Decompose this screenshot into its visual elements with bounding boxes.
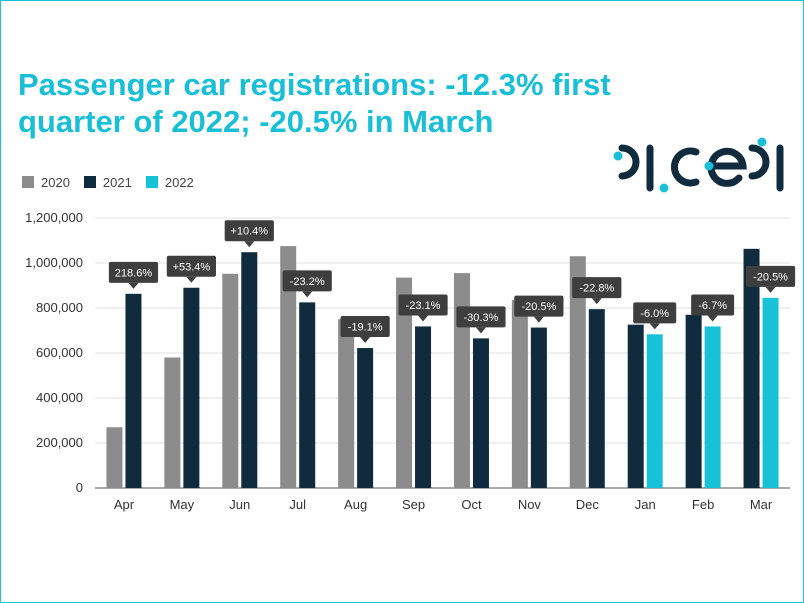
callout-pointer [649, 323, 660, 330]
bar-2020-may [164, 357, 181, 488]
callout-pointer [186, 276, 197, 283]
acea-logo [613, 137, 784, 193]
bar-2022-mar [762, 297, 779, 488]
x-tick-label: Dec [576, 497, 600, 512]
legend-label-2020: 2020 [41, 174, 70, 190]
callout-box [398, 294, 448, 316]
y-tick-label: 1,000,000 [25, 255, 83, 270]
callout-box [166, 255, 216, 277]
legend-label-2021: 2021 [102, 174, 132, 190]
bar-2021-jun [241, 252, 258, 488]
callout-box [108, 261, 159, 283]
bar-2021-oct [472, 338, 489, 488]
callout-box [340, 316, 390, 338]
bar-2021-feb [685, 314, 702, 488]
legend-item-2020: 2020 [22, 175, 70, 190]
data-label: -19.1% [348, 322, 383, 334]
data-label: -6.7% [698, 300, 727, 312]
x-tick-label: Jan [635, 497, 656, 512]
title-line-2: quarter of 2022; -20.5% in March [18, 104, 494, 139]
callout-pointer [128, 282, 139, 289]
callout-pointer [765, 286, 776, 293]
callout-pointer [591, 298, 602, 305]
callout-pointer [475, 327, 486, 334]
chart-title: Passenger car registrations: -12.3% firs… [18, 66, 718, 140]
bar-2020-apr [106, 427, 123, 488]
data-label: -30.3% [464, 312, 499, 324]
data-label: -20.5% [521, 301, 556, 313]
bar-2021-jan [627, 324, 644, 488]
bar-2020-oct [453, 273, 470, 488]
callout-box [745, 265, 796, 287]
callout-box [224, 220, 274, 242]
x-tick-label: May [170, 497, 195, 512]
bar-2021-apr [125, 293, 142, 488]
callout-pointer [244, 241, 255, 248]
legend-swatch-2022 [145, 176, 158, 188]
bar-2021-sep [415, 326, 432, 488]
data-label: -22.8% [579, 283, 614, 295]
data-label: -6.0% [640, 308, 669, 320]
callout-box [691, 294, 735, 316]
data-label: +10.4% [230, 226, 268, 238]
y-tick-label: 0 [76, 480, 83, 495]
callout-pointer [707, 315, 718, 322]
y-tick-label: 600,000 [36, 345, 83, 360]
bar-2021-mar [743, 248, 760, 488]
callout-box [572, 277, 622, 299]
callout-box [633, 302, 677, 324]
x-tick-label: Nov [518, 497, 542, 512]
legend-label-2022: 2022 [164, 174, 194, 190]
x-tick-label: Mar [750, 497, 773, 512]
callout-pointer [302, 291, 313, 298]
data-label: -23.2% [290, 276, 325, 288]
bar-2021-nov [530, 327, 547, 488]
callout-pointer [360, 337, 371, 344]
legend-swatch-2020 [22, 176, 34, 188]
bar-2020-sep [396, 277, 413, 488]
y-tick-label: 200,000 [36, 435, 83, 450]
chart-legend: 2020 2021 2022 [22, 173, 208, 191]
x-tick-label: Apr [114, 497, 135, 512]
x-tick-label: Jun [229, 497, 250, 512]
x-tick-label: Jul [289, 497, 306, 512]
bar-2020-jun [222, 273, 239, 488]
bar-2021-dec [588, 309, 605, 488]
data-label: +53.4% [173, 261, 211, 273]
bar-2020-nov [511, 300, 528, 488]
data-label: -23.1% [406, 300, 441, 312]
bar-2020-jul [280, 246, 297, 488]
bar-2021-jul [299, 302, 316, 488]
data-label: 218.6% [115, 267, 153, 279]
bar-2020-aug [338, 319, 355, 488]
callout-pointer [533, 316, 544, 323]
data-label: -20.5% [753, 271, 788, 283]
x-tick-label: Sep [402, 497, 425, 512]
bar-2022-feb [704, 326, 721, 488]
legend-item-2022: 2022 [145, 174, 194, 190]
bar-2021-aug [357, 348, 374, 488]
bar-2020-dec [569, 256, 586, 488]
callout-box [282, 270, 332, 292]
y-tick-label: 800,000 [36, 300, 83, 315]
legend-swatch-2021 [83, 176, 96, 188]
legend-item-2021: 2021 [83, 174, 132, 190]
callout-pointer [418, 315, 429, 322]
bar-2021-may [183, 287, 200, 488]
x-tick-label: Oct [461, 497, 482, 512]
bar-2022-jan [646, 334, 663, 488]
callout-box [456, 306, 506, 328]
x-tick-label: Aug [344, 497, 367, 512]
x-tick-label: Feb [692, 497, 714, 512]
title-line-1: Passenger car registrations: -12.3% firs… [18, 67, 611, 102]
y-tick-label: 1,200,000 [25, 210, 83, 225]
callout-box [514, 295, 564, 317]
y-tick-label: 400,000 [36, 390, 83, 405]
